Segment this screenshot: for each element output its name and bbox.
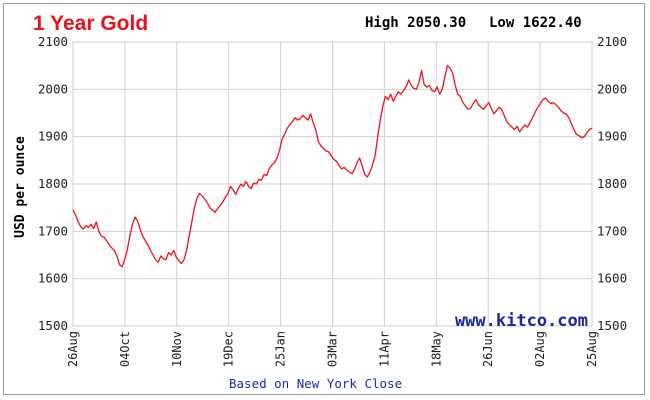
x-tick-label: 02Aug xyxy=(533,331,547,367)
y-tick-label-left: 2000 xyxy=(38,81,68,96)
y-tick-label-right: 2100 xyxy=(597,34,627,49)
y-tick-label-left: 1600 xyxy=(38,271,68,286)
watermark: www.kitco.com xyxy=(455,311,588,331)
gold-price-chart: 1 Year Gold High 2050.30 Low 1622.40 150… xyxy=(13,12,627,391)
x-tick-label: 11Apr xyxy=(377,331,391,367)
footer-note: Based on New York Close xyxy=(229,376,402,391)
y-axis-right: 1500 1600 1700 1800 1900 2000 2100 xyxy=(597,34,627,333)
x-tick-label: 26Jun xyxy=(481,331,495,367)
y-tick-label-right: 1500 xyxy=(597,318,627,333)
y-tick-label-left: 1500 xyxy=(38,318,68,333)
grid-lines xyxy=(72,41,593,327)
y-tick-label-right: 1800 xyxy=(597,176,627,191)
x-tick-label: 03Mar xyxy=(326,331,340,367)
y-tick-label-right: 2000 xyxy=(597,81,627,96)
x-tick-label: 04Oct xyxy=(118,331,132,367)
chart-title: 1 Year Gold xyxy=(33,12,148,35)
y-tick-label-right: 1700 xyxy=(597,223,627,238)
chart-frame: 1 Year Gold High 2050.30 Low 1622.40 150… xyxy=(3,3,645,395)
y-tick-label-right: 1600 xyxy=(597,271,627,286)
y-tick-label-right: 1900 xyxy=(597,129,627,144)
x-tick-label: 26Aug xyxy=(66,331,80,367)
y-tick-label-left: 1700 xyxy=(38,223,68,238)
x-axis: 26Aug 04Oct 10Nov 19Dec 25Jan 03Mar 11Apr 18May… xyxy=(66,331,599,367)
y-tick-label-left: 1800 xyxy=(38,176,68,191)
x-tick-label: 25Jan xyxy=(274,331,288,367)
y-axis-left: 1500 1600 1700 1800 1900 2000 2100 xyxy=(38,34,68,333)
y-tick-label-left: 1900 xyxy=(38,129,68,144)
y-tick-label-left: 2100 xyxy=(38,34,68,49)
x-tick-label: 18May xyxy=(429,331,443,367)
gold-price-line xyxy=(72,65,593,268)
y-axis-label: USD per ounce xyxy=(13,136,28,238)
high-label: High 2050.30 xyxy=(365,15,466,31)
low-label: Low 1622.40 xyxy=(489,15,582,31)
x-tick-label: 10Nov xyxy=(170,331,184,367)
x-tick-label: 19Dec xyxy=(222,331,236,367)
x-tick-label: 25Aug xyxy=(585,331,599,367)
